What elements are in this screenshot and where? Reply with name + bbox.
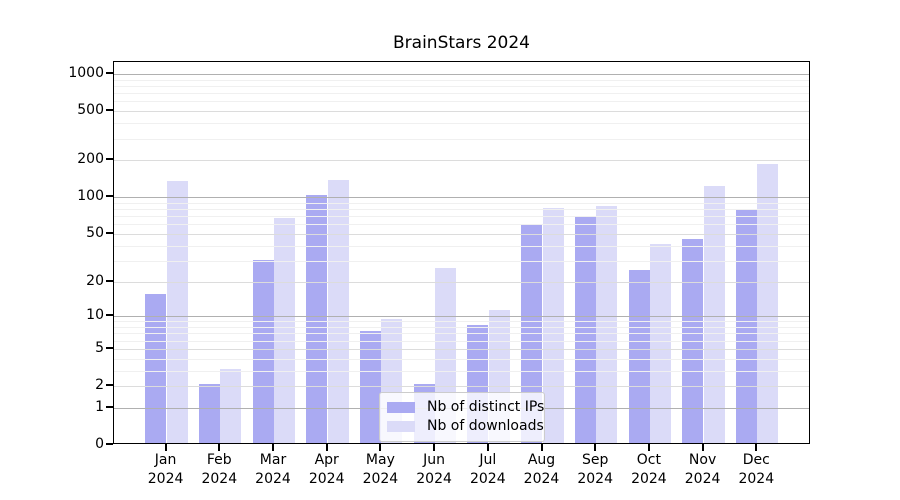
bars-layer (114, 62, 809, 443)
y-tick-label-500: 500 (77, 102, 104, 119)
x-tick-mark (325, 444, 328, 451)
y-tick-mark (106, 346, 113, 349)
bar-downloads-aug (542, 207, 564, 443)
bar-downloads-dec (757, 163, 779, 443)
x-tick-label-jun: Jun 2024 (416, 452, 452, 487)
y-tick-label-100: 100 (77, 188, 104, 205)
bar-distinct-ips-nov (682, 238, 704, 443)
bar-downloads-jan (166, 181, 188, 443)
x-tick-mark (755, 444, 758, 451)
y-tick-mark (106, 72, 113, 74)
x-tick-label-may: May 2024 (362, 452, 399, 487)
y-tick-label-0: 0 (95, 436, 104, 452)
x-tick-mark (379, 444, 382, 451)
x-tick-label-aug: Aug 2024 (523, 452, 560, 487)
bar-distinct-ips-jan (145, 294, 167, 443)
x-tick-mark (433, 444, 436, 451)
y-tick-label-200: 200 (77, 151, 104, 168)
x-tick-mark (272, 444, 274, 451)
x-tick-mark (540, 444, 543, 451)
y-tick-label-10: 10 (86, 307, 104, 324)
y-tick-mark (106, 158, 113, 161)
x-tick-label-sep: Sep 2024 (577, 452, 613, 487)
y-tick-mark (106, 405, 113, 408)
legend-label-downloads: Nb of downloads (427, 418, 544, 434)
y-tick-mark (106, 279, 113, 282)
x-tick-label-jul: Jul 2024 (469, 452, 506, 487)
x-tick-label-apr: Apr 2024 (308, 452, 345, 487)
legend: Nb of distinct IPs Nb of downloads (379, 392, 545, 442)
y-tick-mark (106, 384, 113, 386)
bar-downloads-mar (274, 218, 295, 443)
bar-downloads-nov (703, 186, 725, 443)
legend-swatch-downloads (387, 421, 415, 432)
y-tick-label-1000: 1000 (68, 65, 104, 81)
x-tick-mark (218, 444, 221, 451)
x-tick-mark (647, 444, 650, 451)
chart-title: BrainStars 2024 (393, 33, 530, 53)
bar-downloads-sep (596, 206, 618, 443)
bar-distinct-ips-oct (628, 270, 650, 443)
y-tick-mark (106, 314, 113, 317)
bar-distinct-ips-mar (252, 260, 274, 443)
y-tick-label-1: 1 (95, 398, 104, 415)
x-tick-mark (486, 444, 489, 451)
y-tick-label-20: 20 (86, 272, 104, 289)
x-tick-label-feb: Feb 2024 (201, 452, 238, 487)
bar-distinct-ips-apr (306, 195, 328, 443)
y-tick-mark (106, 109, 113, 112)
bar-distinct-ips-dec (735, 209, 757, 443)
x-tick-mark (594, 444, 597, 451)
y-tick-label-2: 2 (95, 377, 104, 393)
legend-item-downloads: Nb of downloads (386, 417, 544, 436)
legend-item-distinct-ips: Nb of distinct IPs (386, 398, 544, 417)
y-tick-mark (106, 195, 113, 198)
bar-distinct-ips-may (360, 331, 381, 443)
y-tick-mark (106, 231, 113, 234)
bar-downloads-oct (649, 243, 671, 443)
legend-swatch-distinct-ips (387, 402, 415, 413)
bar-distinct-ips-feb (198, 384, 220, 443)
bar-downloads-feb (220, 368, 242, 443)
x-tick-mark (701, 444, 704, 451)
y-tick-label-5: 5 (95, 339, 104, 356)
x-tick-label-nov: Nov 2024 (684, 452, 721, 487)
bar-distinct-ips-sep (574, 215, 596, 443)
plot-area: Nb of distinct IPs Nb of downloads (113, 61, 810, 444)
x-tick-label-oct: Oct 2024 (631, 452, 667, 487)
y-tick-mark (106, 443, 113, 445)
x-tick-label-mar: Mar 2024 (255, 452, 291, 487)
bar-downloads-apr (327, 180, 349, 443)
x-tick-label-dec: Dec 2024 (738, 452, 775, 487)
x-tick-mark (164, 444, 167, 451)
legend-label-distinct-ips: Nb of distinct IPs (427, 399, 545, 415)
y-tick-label-50: 50 (86, 224, 104, 241)
x-tick-label-jan: Jan 2024 (147, 452, 184, 487)
